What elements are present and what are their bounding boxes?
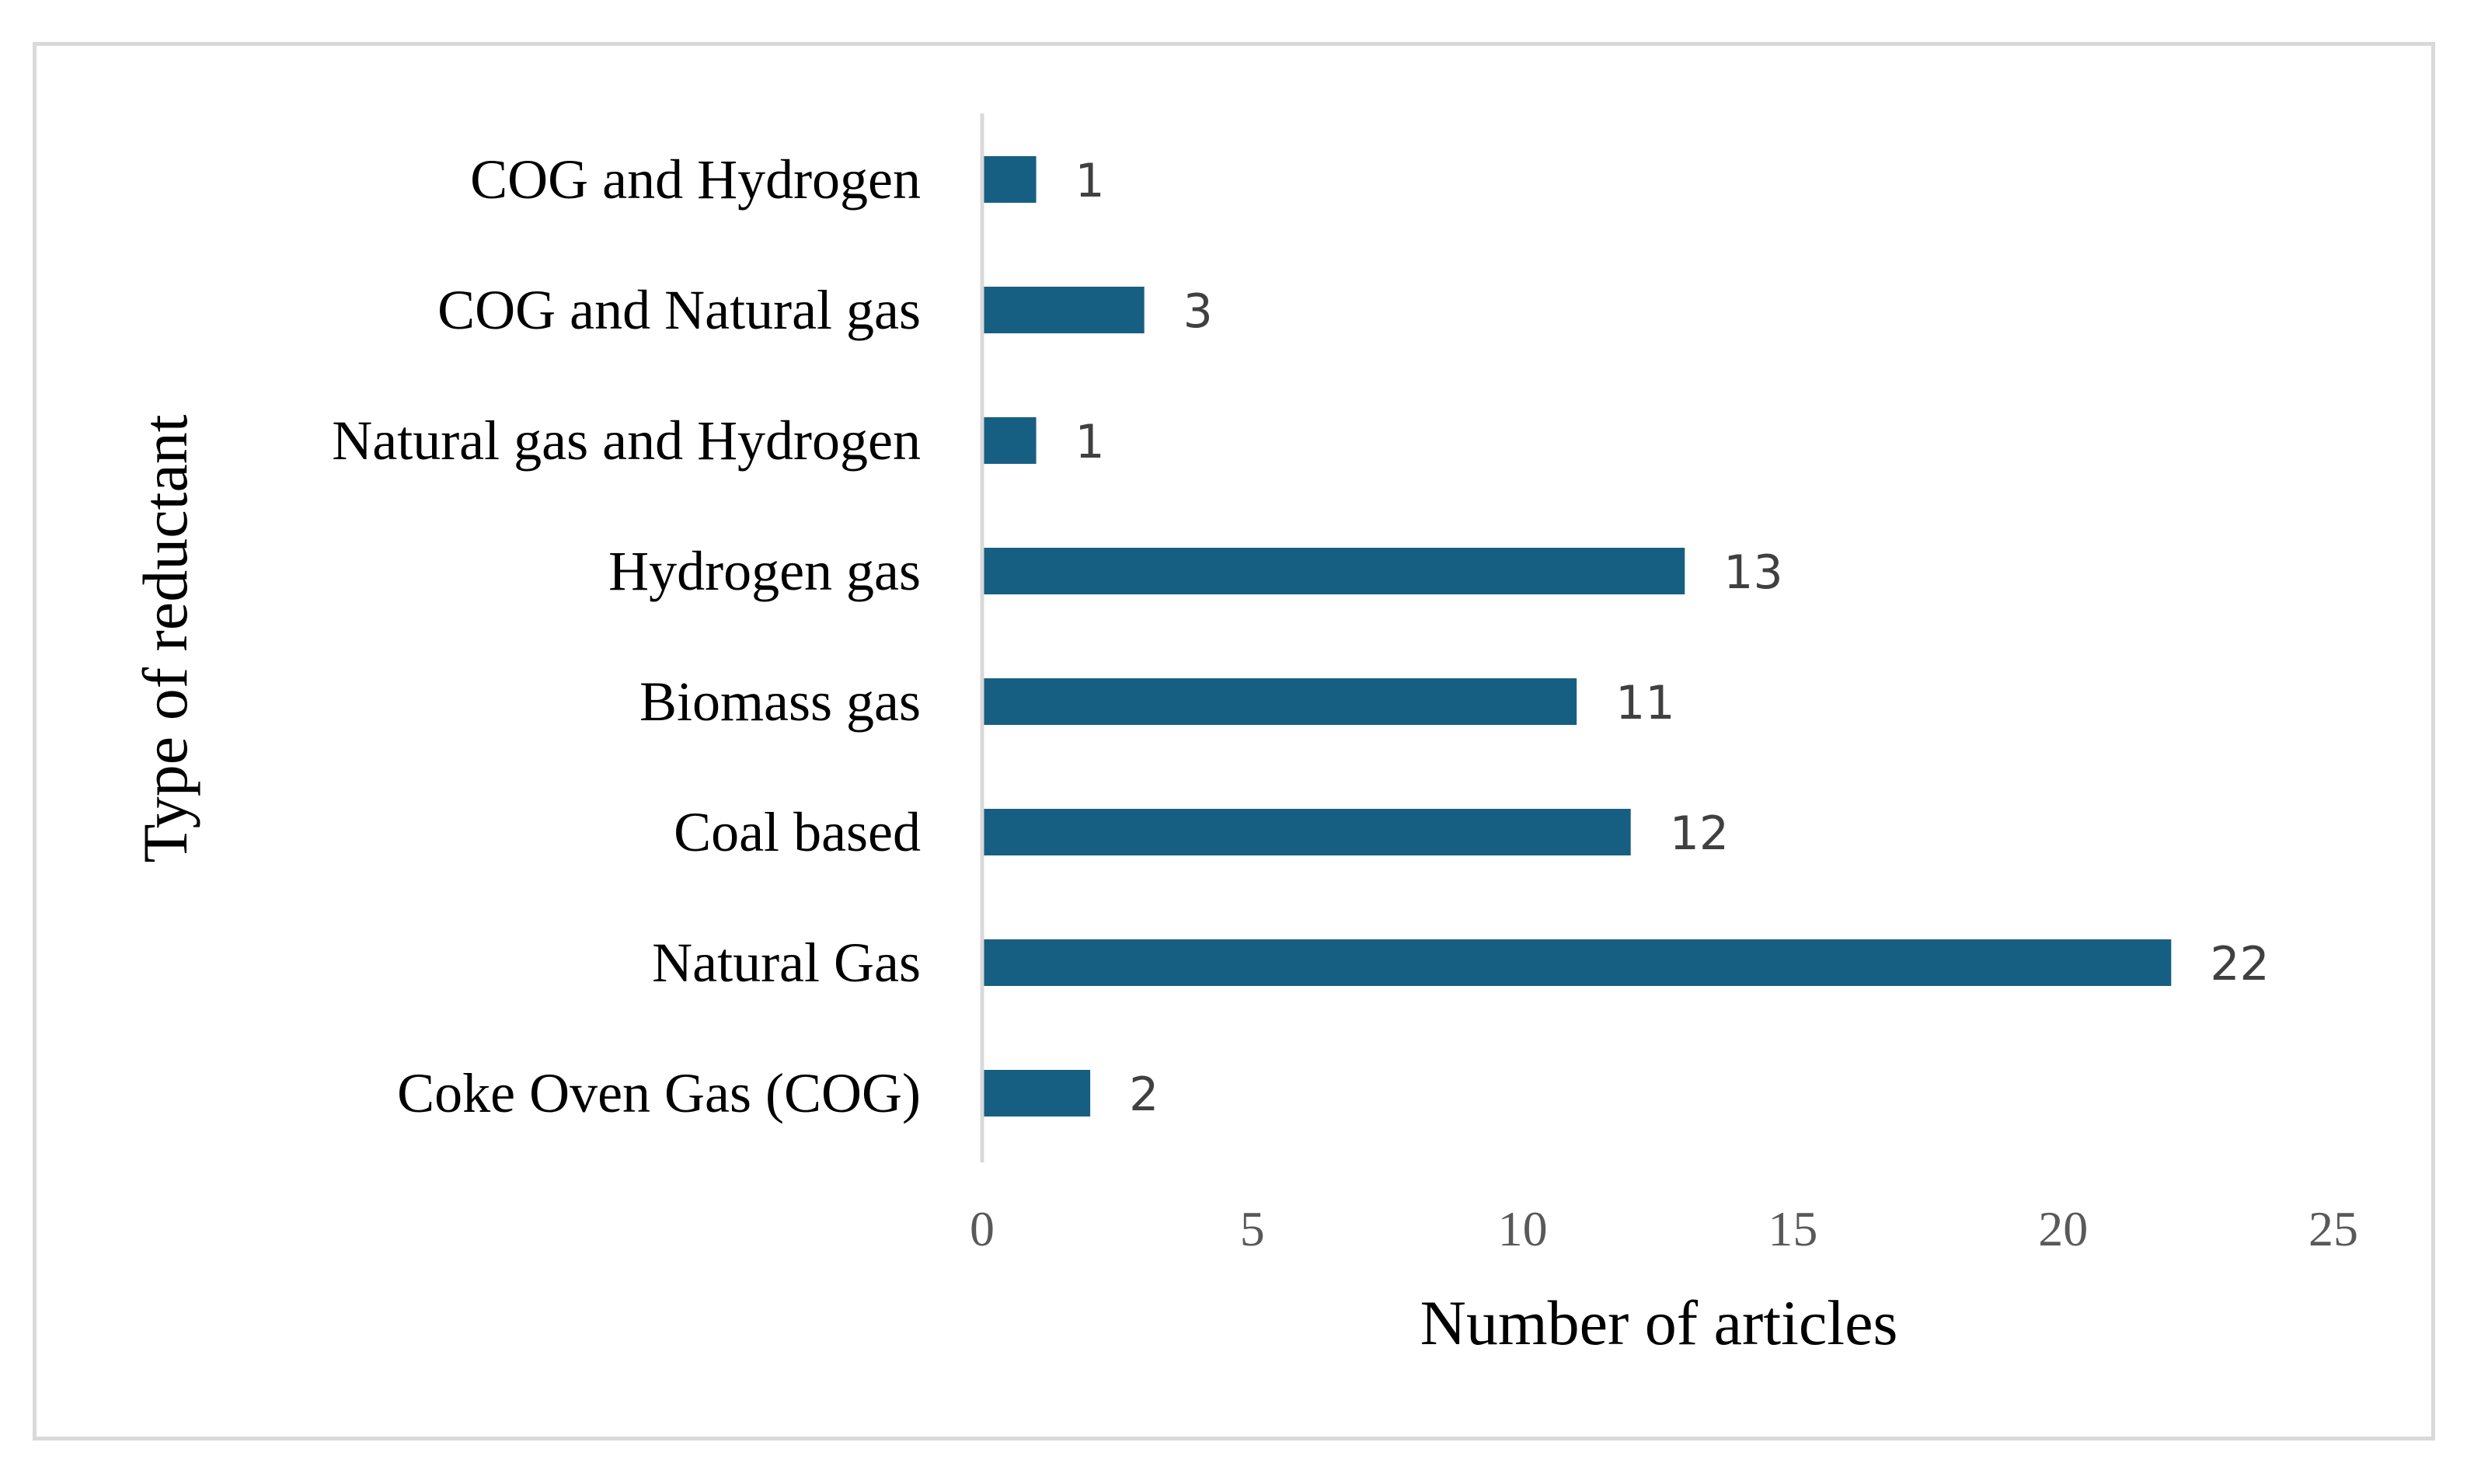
data-label: 13 — [1723, 545, 1782, 600]
category-label: Natural gas and Hydrogen — [332, 409, 921, 472]
x-tick-label: 15 — [1768, 1201, 1817, 1256]
x-tick-label: 25 — [2308, 1201, 2358, 1256]
x-tick-label: 20 — [2038, 1201, 2088, 1256]
bar — [982, 287, 1145, 333]
bar — [982, 548, 1685, 594]
bar — [982, 939, 2172, 986]
data-label: 2 — [1129, 1068, 1159, 1122]
bar — [982, 678, 1577, 725]
x-tick-label: 10 — [1498, 1201, 1548, 1256]
x-tick-label: 5 — [1240, 1201, 1265, 1256]
category-labels: COG and Hydrogen COG and Natural gas Natur… — [332, 148, 921, 1124]
bar — [982, 156, 1037, 203]
category-label: Coal based — [674, 801, 921, 863]
data-label: 1 — [1075, 154, 1105, 208]
data-label: 12 — [1670, 806, 1729, 861]
category-label: COG and Natural gas — [437, 279, 921, 341]
x-tick-label: 0 — [970, 1201, 995, 1256]
bars-layer — [982, 156, 2172, 1116]
bar — [982, 417, 1037, 464]
data-label: 22 — [2210, 937, 2269, 991]
category-label: Biomass gas — [639, 671, 921, 733]
bar — [982, 809, 1631, 855]
category-label: Hydrogen gas — [608, 540, 921, 602]
x-axis-title: Number of articles — [1420, 1287, 1898, 1358]
data-label: 3 — [1183, 284, 1213, 339]
bar — [982, 1070, 1091, 1116]
x-tick-labels: 0 5 10 15 20 25 — [970, 1201, 2358, 1256]
category-label: Coke Oven Gas (COG) — [397, 1062, 921, 1124]
chart-frame — [33, 42, 2435, 1440]
category-label: Natural Gas — [652, 932, 921, 994]
y-axis-title: Type of reductant — [130, 414, 200, 862]
category-label: COG and Hydrogen — [470, 148, 921, 211]
data-label: 1 — [1075, 415, 1105, 469]
data-label: 11 — [1615, 676, 1674, 730]
